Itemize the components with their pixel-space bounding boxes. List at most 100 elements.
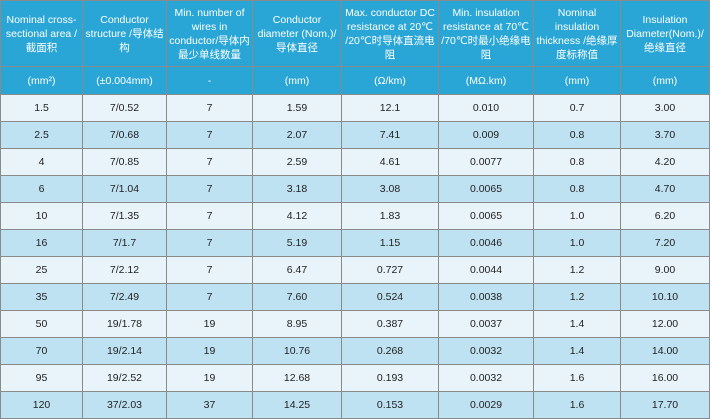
table-cell: 7 xyxy=(166,148,253,176)
table-cell: 7 xyxy=(166,229,253,257)
table-cell: 7.60 xyxy=(252,283,342,311)
header-cell: Min. insulation resistance at 70℃ /70℃时最… xyxy=(438,0,534,67)
table-cell: 1.2 xyxy=(533,256,621,284)
table-cell: 10 xyxy=(0,202,83,230)
table-cell: 1.0 xyxy=(533,229,621,257)
table-cell: 0.387 xyxy=(341,310,439,338)
table-row: 95 19/2.52 19 12.68 0.193 0.0032 1.6 16.00 xyxy=(0,364,710,392)
table-row: 70 19/2.14 19 10.76 0.268 0.0032 1.4 14.00 xyxy=(0,337,710,365)
table-cell: 0.0077 xyxy=(438,148,534,176)
table-row: 50 19/1.78 19 8.95 0.387 0.0037 1.4 12.00 xyxy=(0,310,710,338)
table-cell: 4.61 xyxy=(341,148,439,176)
table-cell: 1.2 xyxy=(533,283,621,311)
table-row: 2.5 7/0.68 7 2.07 7.41 0.009 0.8 3.70 xyxy=(0,121,710,149)
unit-cell: (mm) xyxy=(620,66,710,95)
table-cell: 7 xyxy=(166,202,253,230)
table-cell: 1.6 xyxy=(533,364,621,392)
table-cell: 35 xyxy=(0,283,83,311)
table-cell: 3.70 xyxy=(620,121,710,149)
table-cell: 7/2.12 xyxy=(82,256,167,284)
table-cell: 4.70 xyxy=(620,175,710,203)
table-cell: 0.0032 xyxy=(438,337,534,365)
header-cell: Nominal insulation thickness /绝缘厚度标称值 xyxy=(533,0,621,67)
table-row: 6 7/1.04 7 3.18 3.08 0.0065 0.8 4.70 xyxy=(0,175,710,203)
header-cell: Nominal cross-sectional area /截面积 xyxy=(0,0,83,67)
table-cell: 0.010 xyxy=(438,94,534,122)
table-cell: 0.0037 xyxy=(438,310,534,338)
table-cell: 6 xyxy=(0,175,83,203)
header-cell: Insulation Diameter(Nom.)/绝缘直径 xyxy=(620,0,710,67)
table-cell: 0.0032 xyxy=(438,364,534,392)
table-cell: 25 xyxy=(0,256,83,284)
table-row: 1.5 7/0.52 7 1.59 12.1 0.010 0.7 3.00 xyxy=(0,94,710,122)
table-cell: 50 xyxy=(0,310,83,338)
unit-cell: (mm) xyxy=(533,66,621,95)
table-cell: 1.0 xyxy=(533,202,621,230)
table-cell: 12.1 xyxy=(341,94,439,122)
table-cell: 0.0065 xyxy=(438,202,534,230)
table-row: 4 7/0.85 7 2.59 4.61 0.0077 0.8 4.20 xyxy=(0,148,710,176)
unit-cell: (±0.004mm) xyxy=(82,66,167,95)
table-cell: 0.0044 xyxy=(438,256,534,284)
table-cell: 0.0046 xyxy=(438,229,534,257)
table-cell: 3.08 xyxy=(341,175,439,203)
table-cell: 0.7 xyxy=(533,94,621,122)
table-cell: 7/1.04 xyxy=(82,175,167,203)
table-cell: 2.5 xyxy=(0,121,83,149)
table-cell: 0.8 xyxy=(533,148,621,176)
table-cell: 14.25 xyxy=(252,391,342,419)
table-cell: 3.00 xyxy=(620,94,710,122)
table-cell: 7/0.52 xyxy=(82,94,167,122)
table-cell: 19 xyxy=(166,337,253,365)
table-cell: 3.18 xyxy=(252,175,342,203)
table-cell: 1.83 xyxy=(341,202,439,230)
table-cell: 0.268 xyxy=(341,337,439,365)
header-cell: Max. conductor DC resistance at 20℃ /20℃… xyxy=(341,0,439,67)
table-cell: 6.20 xyxy=(620,202,710,230)
table-cell: 95 xyxy=(0,364,83,392)
table-cell: 16 xyxy=(0,229,83,257)
table-cell: 19/2.14 xyxy=(82,337,167,365)
table-cell: 7/1.7 xyxy=(82,229,167,257)
table-cell: 7/1.35 xyxy=(82,202,167,230)
table-cell: 1.4 xyxy=(533,337,621,365)
table-cell: 0.524 xyxy=(341,283,439,311)
table-cell: 4.20 xyxy=(620,148,710,176)
table-cell: 7 xyxy=(166,256,253,284)
table-cell: 2.07 xyxy=(252,121,342,149)
table-cell: 37 xyxy=(166,391,253,419)
table-cell: 120 xyxy=(0,391,83,419)
table-cell: 17.70 xyxy=(620,391,710,419)
table-body: 1.5 7/0.52 7 1.59 12.1 0.010 0.7 3.00 2.5 7/0.68 7… xyxy=(0,94,710,419)
header-cell: Conductor structure /导体结构 xyxy=(82,0,167,67)
table-row: 35 7/2.49 7 7.60 0.524 0.0038 1.2 10.10 xyxy=(0,283,710,311)
table-cell: 19 xyxy=(166,310,253,338)
table-row: 10 7/1.35 7 4.12 1.83 0.0065 1.0 6.20 xyxy=(0,202,710,230)
table-cell: 0.0029 xyxy=(438,391,534,419)
table-cell: 7.20 xyxy=(620,229,710,257)
table-cell: 0.8 xyxy=(533,175,621,203)
table-cell: 37/2.03 xyxy=(82,391,167,419)
table-cell: 7/2.49 xyxy=(82,283,167,311)
table-cell: 19 xyxy=(166,364,253,392)
table-cell: 0.153 xyxy=(341,391,439,419)
unit-cell: (mm²) xyxy=(0,66,83,95)
table-cell: 7 xyxy=(166,175,253,203)
table-cell: 19/1.78 xyxy=(82,310,167,338)
table-cell: 0.727 xyxy=(341,256,439,284)
table-cell: 0.0038 xyxy=(438,283,534,311)
table-cell: 7 xyxy=(166,121,253,149)
table-cell: 1.59 xyxy=(252,94,342,122)
table-cell: 4 xyxy=(0,148,83,176)
table-cell: 7/0.85 xyxy=(82,148,167,176)
table-cell: 9.00 xyxy=(620,256,710,284)
table-cell: 1.6 xyxy=(533,391,621,419)
unit-cell: (MΩ.km) xyxy=(438,66,534,95)
table-cell: 0.193 xyxy=(341,364,439,392)
table-cell: 8.95 xyxy=(252,310,342,338)
unit-cell: (mm) xyxy=(252,66,342,95)
table-cell: 7 xyxy=(166,94,253,122)
table-cell: 70 xyxy=(0,337,83,365)
table-cell: 10.76 xyxy=(252,337,342,365)
